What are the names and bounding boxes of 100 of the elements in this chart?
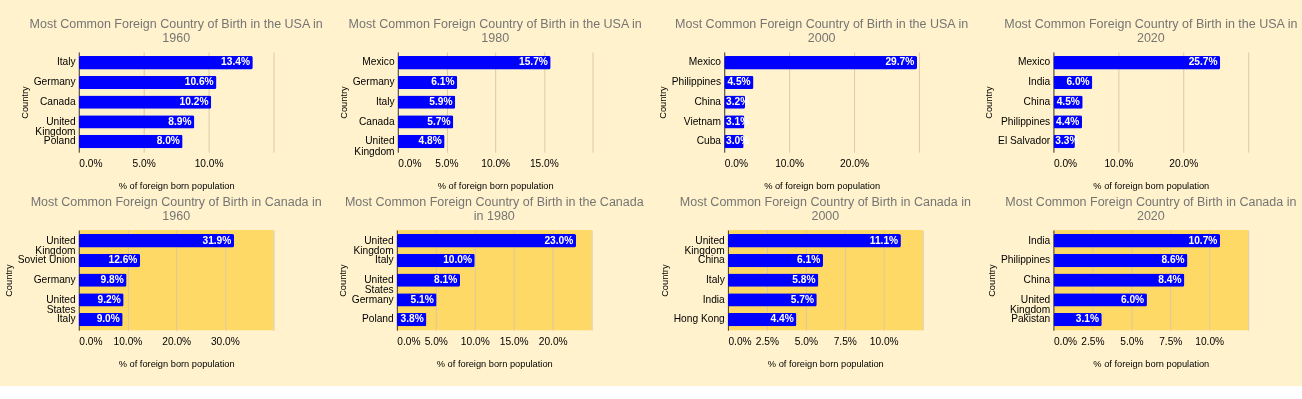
y-tick-label: United Kingdom: [35, 234, 76, 256]
y-tick-label: India: [1028, 76, 1051, 88]
y-tick-label: China: [694, 95, 722, 107]
data-label: 5.7%: [790, 293, 814, 305]
y-tick-label: Philippines: [1000, 115, 1051, 127]
x-tick-label: 0.0%: [397, 335, 421, 347]
y-axis-title: Country: [987, 264, 998, 297]
y-tick-label: Poland: [43, 135, 76, 147]
data-label: 5.7%: [427, 115, 451, 127]
y-tick-label: Italy: [56, 313, 77, 325]
y-axis-title: Country: [4, 264, 15, 297]
x-axis-title: % of foreign born population: [764, 180, 881, 191]
x-tick-label: 15.0%: [499, 335, 529, 347]
bar: [727, 234, 901, 248]
data-label: 8.0%: [156, 135, 180, 147]
x-tick-label: 5.0%: [424, 335, 448, 347]
y-tick-label: United Kingdom: [684, 234, 726, 256]
y-tick-label: Mexico: [1017, 56, 1051, 68]
data-label: 3.1%: [1075, 313, 1099, 325]
x-tick-label: 7.5%: [833, 335, 857, 347]
x-tick-label: 10.0%: [194, 157, 224, 169]
chart-title: Most Common Foreign Country of Birth in the Canada in 1980: [344, 194, 644, 224]
data-label: 4.5%: [727, 76, 751, 88]
y-tick-label: United Kingdom: [35, 115, 76, 137]
y-tick-label: Poland: [361, 313, 394, 325]
y-tick-label: Mexico: [688, 56, 722, 68]
x-tick-label: 2.5%: [1081, 335, 1105, 347]
data-label: 10.7%: [1188, 234, 1218, 246]
y-tick-label: United Kingdom: [1010, 293, 1051, 315]
y-tick-label: India: [702, 293, 726, 305]
data-label: 8.4%: [1158, 273, 1182, 285]
data-label: 5.9%: [429, 95, 453, 107]
y-axis-title: Country: [338, 264, 349, 297]
y-tick-label: Germany: [351, 293, 395, 305]
data-label: 15.7%: [519, 56, 548, 68]
y-tick-label: Italy: [56, 56, 77, 68]
y-tick-label: Italy: [375, 95, 396, 107]
y-axis-title: Country: [20, 86, 31, 119]
x-tick-label: 10.0%: [1195, 335, 1225, 347]
y-axis-title: Country: [660, 264, 671, 297]
y-tick-label: Hong Kong: [673, 313, 726, 325]
y-tick-label: Germany: [33, 273, 77, 285]
data-label: 8.6%: [1161, 254, 1185, 266]
chart-title: Most Common Foreign Country of Birth in the USA in 1980: [348, 16, 642, 46]
data-label: 11.1%: [869, 234, 899, 246]
x-axis-title: % of foreign born population: [1093, 358, 1210, 369]
y-tick-label: Philippines: [671, 76, 722, 88]
x-axis-title: % of foreign born population: [1093, 180, 1210, 191]
y-tick-label: India: [1028, 234, 1051, 246]
chart-title: Most Common Foreign Country of Birth in Canada in 2000: [679, 194, 971, 224]
x-tick-label: 20.0%: [162, 335, 192, 347]
data-label: 12.6%: [108, 254, 138, 266]
data-label: 9.8%: [100, 273, 124, 285]
x-axis-title: % of foreign born population: [767, 358, 884, 369]
x-tick-label: 15.0%: [529, 157, 559, 169]
chart-title: Most Common Foreign Country of Birth in Canada in 2020: [1005, 194, 1297, 224]
x-tick-label: 7.5%: [1159, 335, 1183, 347]
y-tick-label: Philippines: [1000, 254, 1051, 266]
x-axis-title: % of foreign born population: [436, 358, 553, 369]
chart-title: Most Common Foreign Country of Birth in the USA in 2020: [1004, 16, 1298, 46]
y-tick-label: Vietnam: [683, 115, 722, 127]
x-tick-label: 20.0%: [1169, 157, 1199, 169]
x-tick-label: 0.0%: [79, 335, 103, 347]
data-label: 5.1%: [410, 293, 434, 305]
data-label: 25.7%: [1188, 56, 1218, 68]
chart-title: Most Common Foreign Country of Birth in the USA in 2000: [675, 16, 969, 46]
y-tick-label: Italy: [706, 273, 726, 285]
x-tick-label: 0.0%: [79, 157, 103, 169]
x-tick-label: 0.0%: [728, 335, 752, 347]
y-tick-label: Canada: [358, 115, 395, 127]
data-label: 23.0%: [544, 234, 574, 246]
y-tick-label: United States: [46, 293, 76, 315]
y-tick-label: Soviet Union: [17, 254, 76, 266]
x-tick-label: 5.0%: [132, 157, 156, 169]
x-tick-label: 5.0%: [435, 157, 459, 169]
y-tick-label: Germany: [33, 76, 77, 88]
y-tick-label: United States: [364, 273, 394, 296]
y-axis-title: Country: [658, 86, 669, 119]
x-tick-label: 20.0%: [538, 335, 568, 347]
data-label: 4.4%: [1056, 115, 1080, 127]
y-tick-label: El Salvador: [998, 135, 1051, 147]
x-tick-label: 0.0%: [1053, 157, 1078, 169]
data-label: 10.0%: [443, 254, 473, 266]
x-tick-label: 5.0%: [1120, 335, 1144, 347]
y-tick-label: China: [698, 254, 726, 266]
x-tick-label: 0.0%: [398, 157, 422, 169]
data-label: 9.2%: [97, 293, 121, 305]
data-label: 4.4%: [770, 313, 794, 325]
data-label: 3.8%: [400, 313, 424, 325]
data-label: 8.1%: [433, 273, 458, 285]
data-label: 6.1%: [431, 76, 455, 88]
x-tick-label: 10.0%: [869, 335, 899, 347]
y-tick-label: China: [1023, 95, 1051, 107]
chart-title: Most Common Foreign Country of Birth in Canada in 1960: [30, 194, 322, 224]
y-tick-label: Pakistan: [1011, 313, 1051, 325]
data-label: 6.0%: [1120, 293, 1145, 305]
data-label: 6.1%: [796, 254, 821, 266]
y-axis-title: Country: [339, 86, 350, 119]
data-label: 13.4%: [221, 56, 251, 68]
x-axis-title: % of foreign born population: [118, 180, 235, 191]
